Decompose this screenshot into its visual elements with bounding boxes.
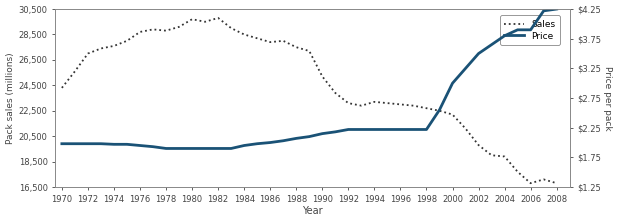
Sales <box>123 40 130 42</box>
Sales <box>475 144 482 147</box>
Price <box>305 135 313 138</box>
Price <box>201 147 209 150</box>
Sales <box>188 18 196 21</box>
Price <box>358 128 365 131</box>
Sales <box>332 92 339 94</box>
Sales <box>410 104 417 107</box>
Sales <box>305 50 313 52</box>
Sales <box>540 178 548 181</box>
Sales <box>371 101 378 103</box>
Price <box>71 142 78 145</box>
Price <box>384 128 391 131</box>
Sales <box>449 113 456 116</box>
Price <box>253 142 261 145</box>
Price <box>449 82 456 85</box>
Price <box>488 43 495 46</box>
Sales <box>436 109 443 112</box>
Sales <box>137 31 144 33</box>
Price <box>84 142 91 145</box>
Legend: Sales, Price: Sales, Price <box>500 15 560 45</box>
Sales <box>292 46 300 49</box>
Price <box>58 142 66 145</box>
Price <box>501 34 508 37</box>
Price <box>292 137 300 140</box>
Y-axis label: Price per pack: Price per pack <box>603 66 612 130</box>
Sales <box>214 17 222 19</box>
Price <box>397 128 404 131</box>
Sales <box>423 107 430 109</box>
Price <box>150 145 157 148</box>
Sales <box>58 87 66 89</box>
Price <box>410 128 417 131</box>
Price <box>163 147 170 150</box>
Price <box>97 142 104 145</box>
Sales <box>240 33 248 36</box>
Price <box>462 67 469 70</box>
Price <box>553 8 561 10</box>
Sales <box>488 154 495 157</box>
Price <box>332 131 339 133</box>
Sales <box>462 127 469 130</box>
Price <box>279 139 287 142</box>
Sales <box>163 29 170 32</box>
Sales <box>345 102 352 105</box>
Sales <box>150 28 157 31</box>
Sales <box>358 104 365 107</box>
Price <box>319 132 326 135</box>
Sales <box>266 41 274 44</box>
Price <box>240 144 248 147</box>
Price <box>266 141 274 144</box>
Sales <box>501 155 508 158</box>
Sales <box>84 52 91 55</box>
Price <box>514 28 522 31</box>
Sales <box>110 45 117 47</box>
Sales <box>527 182 535 184</box>
Price <box>540 10 548 12</box>
Price <box>527 28 535 31</box>
Sales <box>553 182 561 184</box>
Price <box>110 143 117 146</box>
Sales <box>71 70 78 73</box>
Sales <box>279 40 287 42</box>
Price <box>176 147 183 150</box>
Price <box>436 109 443 111</box>
Price <box>345 128 352 131</box>
Price <box>423 128 430 131</box>
Sales <box>319 75 326 78</box>
Price <box>137 144 144 147</box>
X-axis label: Year: Year <box>302 206 323 216</box>
Price <box>188 147 196 150</box>
Sales <box>176 26 183 28</box>
Price <box>123 143 130 146</box>
Price <box>371 128 378 131</box>
Sales <box>514 170 522 173</box>
Sales <box>384 102 391 105</box>
Y-axis label: Pack sales (millions): Pack sales (millions) <box>6 52 15 144</box>
Line: Sales: Sales <box>62 18 557 183</box>
Price <box>214 147 222 150</box>
Line: Price: Price <box>62 9 557 149</box>
Price <box>475 52 482 55</box>
Price <box>227 147 235 150</box>
Sales <box>253 37 261 40</box>
Sales <box>201 20 209 23</box>
Sales <box>227 27 235 30</box>
Sales <box>397 103 404 106</box>
Sales <box>97 47 104 50</box>
